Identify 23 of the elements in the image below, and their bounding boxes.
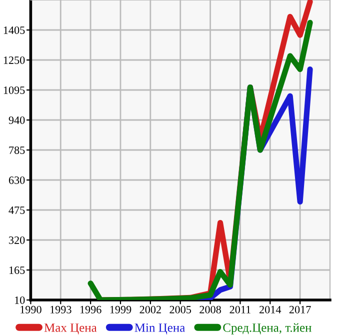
x-tick-label: 2011 xyxy=(230,306,250,314)
x-tick-label: 2002 xyxy=(140,306,161,314)
y-tick-label: 785 xyxy=(9,146,25,154)
legend-label: Max Цена xyxy=(44,324,97,334)
y-tick-label: 630 xyxy=(8,176,25,184)
y-tick-label: 1405 xyxy=(4,26,25,34)
x-tick-label: 2008 xyxy=(200,306,221,314)
y-tick-label: 165 xyxy=(9,266,25,274)
x-tick-label: 1993 xyxy=(50,306,72,314)
y-tick-label: 10 xyxy=(15,296,25,304)
legend-label: Сред.Цена, т.йен xyxy=(223,323,312,334)
x-tick-label: 1996 xyxy=(80,306,102,314)
y-tick-label: 940 xyxy=(8,116,25,124)
x-tick-label: 1990 xyxy=(20,306,42,314)
x-tick-label: 2005 xyxy=(170,306,192,314)
x-tick-label: 2017 xyxy=(289,306,311,314)
x-tick-label: 2014 xyxy=(260,306,282,314)
y-tick-label: 320 xyxy=(9,236,25,244)
y-tick-label: 1095 xyxy=(4,86,25,94)
x-tick-label: 1999 xyxy=(110,306,132,314)
y-tick-label: 475 xyxy=(8,206,25,214)
legend-label: Min Цена xyxy=(134,323,185,334)
y-tick-label: 1250 xyxy=(4,56,25,64)
